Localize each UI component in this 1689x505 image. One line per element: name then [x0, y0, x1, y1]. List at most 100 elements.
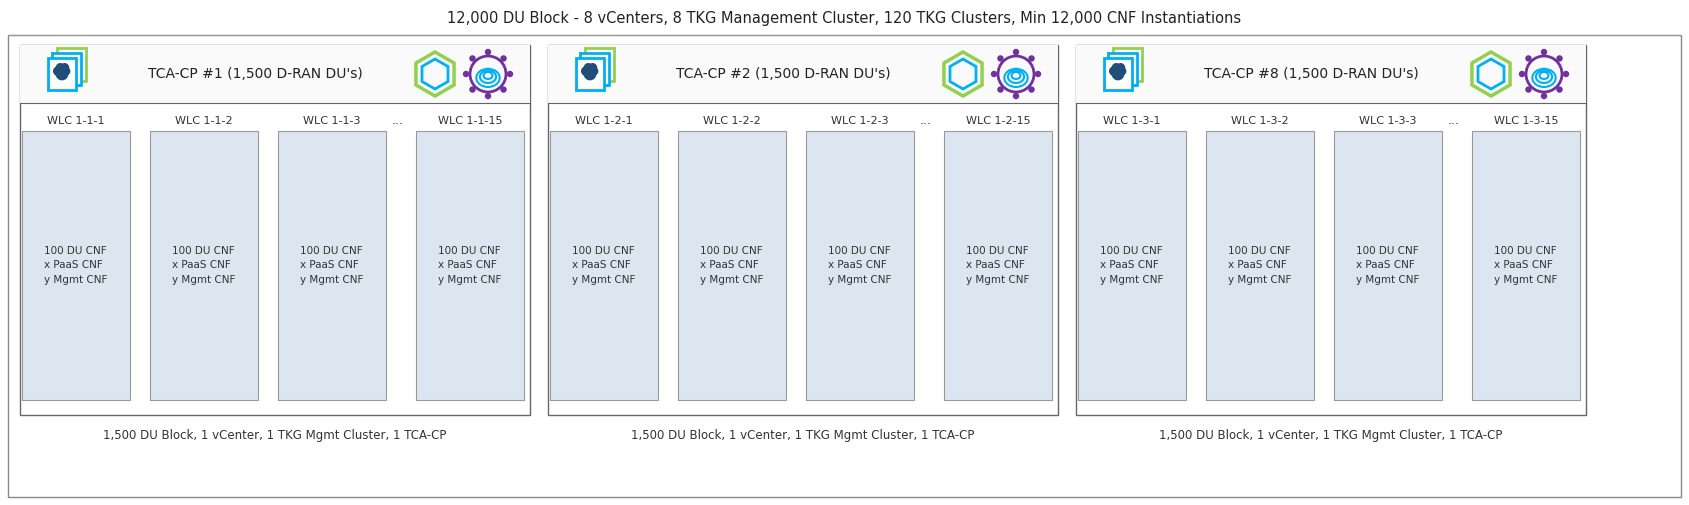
FancyBboxPatch shape: [20, 45, 530, 103]
FancyBboxPatch shape: [1103, 58, 1132, 90]
Circle shape: [1013, 93, 1018, 98]
Circle shape: [1113, 64, 1120, 72]
Circle shape: [1035, 72, 1040, 76]
Circle shape: [584, 64, 593, 72]
FancyBboxPatch shape: [1108, 53, 1137, 85]
FancyBboxPatch shape: [576, 58, 605, 90]
Circle shape: [463, 72, 468, 76]
Circle shape: [1542, 93, 1547, 98]
Circle shape: [56, 68, 68, 80]
Circle shape: [1542, 49, 1547, 55]
FancyBboxPatch shape: [581, 53, 610, 85]
Text: WLC 1-3-15: WLC 1-3-15: [1493, 116, 1559, 126]
FancyBboxPatch shape: [586, 48, 613, 81]
Text: 100 DU CNF
x PaaS CNF
y Mgmt CNF: 100 DU CNF x PaaS CNF y Mgmt CNF: [1356, 246, 1420, 285]
Circle shape: [470, 56, 475, 61]
FancyBboxPatch shape: [57, 48, 86, 81]
Text: 100 DU CNF
x PaaS CNF
y Mgmt CNF: 100 DU CNF x PaaS CNF y Mgmt CNF: [966, 246, 1030, 285]
Circle shape: [1520, 72, 1525, 76]
Circle shape: [588, 64, 596, 72]
Circle shape: [502, 87, 507, 92]
Circle shape: [1116, 64, 1125, 72]
FancyBboxPatch shape: [547, 45, 1057, 103]
Text: WLC 1-1-15: WLC 1-1-15: [437, 116, 502, 126]
Text: ...: ...: [921, 115, 932, 127]
Text: TCA-CP #2 (1,500 D-RAN DU's): TCA-CP #2 (1,500 D-RAN DU's): [676, 67, 890, 81]
FancyBboxPatch shape: [944, 131, 1052, 400]
FancyBboxPatch shape: [806, 131, 914, 400]
Text: 1,500 DU Block, 1 vCenter, 1 TKG Mgmt Cluster, 1 TCA-CP: 1,500 DU Block, 1 vCenter, 1 TKG Mgmt Cl…: [1159, 429, 1503, 441]
Text: 100 DU CNF
x PaaS CNF
y Mgmt CNF: 100 DU CNF x PaaS CNF y Mgmt CNF: [828, 246, 892, 285]
Text: WLC 1-1-3: WLC 1-1-3: [304, 116, 361, 126]
Text: WLC 1-2-3: WLC 1-2-3: [831, 116, 888, 126]
Text: TCA-CP #8 (1,500 D-RAN DU's): TCA-CP #8 (1,500 D-RAN DU's): [1204, 67, 1419, 81]
Text: 1,500 DU Block, 1 vCenter, 1 TKG Mgmt Cluster, 1 TCA-CP: 1,500 DU Block, 1 vCenter, 1 TKG Mgmt Cl…: [632, 429, 975, 441]
FancyBboxPatch shape: [1078, 131, 1186, 400]
FancyBboxPatch shape: [20, 45, 530, 415]
Text: WLC 1-1-1: WLC 1-1-1: [47, 116, 105, 126]
FancyBboxPatch shape: [1076, 45, 1586, 415]
Text: ...: ...: [392, 115, 404, 127]
Circle shape: [1564, 72, 1569, 76]
Circle shape: [584, 68, 596, 80]
FancyBboxPatch shape: [8, 35, 1681, 497]
Circle shape: [54, 67, 62, 75]
Text: 100 DU CNF
x PaaS CNF
y Mgmt CNF: 100 DU CNF x PaaS CNF y Mgmt CNF: [1100, 246, 1164, 285]
Text: WLC 1-2-1: WLC 1-2-1: [576, 116, 633, 126]
Text: 100 DU CNF
x PaaS CNF
y Mgmt CNF: 100 DU CNF x PaaS CNF y Mgmt CNF: [701, 246, 763, 285]
Circle shape: [1557, 87, 1562, 92]
Circle shape: [1118, 68, 1125, 75]
FancyBboxPatch shape: [1113, 48, 1142, 81]
Text: 100 DU CNF
x PaaS CNF
y Mgmt CNF: 100 DU CNF x PaaS CNF y Mgmt CNF: [301, 246, 363, 285]
Circle shape: [1525, 56, 1530, 61]
Text: 100 DU CNF
x PaaS CNF
y Mgmt CNF: 100 DU CNF x PaaS CNF y Mgmt CNF: [439, 246, 502, 285]
Circle shape: [581, 67, 589, 75]
Text: 12,000 DU Block - 8 vCenters, 8 TKG Management Cluster, 120 TKG Clusters, Min 12: 12,000 DU Block - 8 vCenters, 8 TKG Mana…: [448, 11, 1241, 25]
FancyBboxPatch shape: [415, 131, 524, 400]
Circle shape: [991, 72, 997, 76]
Text: 100 DU CNF
x PaaS CNF
y Mgmt CNF: 100 DU CNF x PaaS CNF y Mgmt CNF: [1228, 246, 1292, 285]
Text: WLC 1-3-3: WLC 1-3-3: [1360, 116, 1417, 126]
Circle shape: [998, 56, 1003, 61]
Text: ...: ...: [1447, 115, 1459, 127]
FancyBboxPatch shape: [22, 131, 130, 400]
FancyBboxPatch shape: [551, 131, 659, 400]
FancyBboxPatch shape: [547, 45, 1057, 415]
Text: 1,500 DU Block, 1 vCenter, 1 TKG Mgmt Cluster, 1 TCA-CP: 1,500 DU Block, 1 vCenter, 1 TKG Mgmt Cl…: [103, 429, 446, 441]
Text: 100 DU CNF
x PaaS CNF
y Mgmt CNF: 100 DU CNF x PaaS CNF y Mgmt CNF: [573, 246, 635, 285]
Circle shape: [1029, 87, 1034, 92]
Circle shape: [507, 72, 512, 76]
FancyBboxPatch shape: [52, 53, 81, 85]
Circle shape: [1029, 56, 1034, 61]
Text: WLC 1-3-2: WLC 1-3-2: [1231, 116, 1289, 126]
Circle shape: [61, 64, 69, 72]
Text: WLC 1-1-2: WLC 1-1-2: [176, 116, 233, 126]
Circle shape: [485, 93, 490, 98]
FancyBboxPatch shape: [279, 131, 387, 400]
Text: TCA-CP #1 (1,500 D-RAN DU's): TCA-CP #1 (1,500 D-RAN DU's): [147, 67, 363, 81]
Text: WLC 1-3-1: WLC 1-3-1: [1103, 116, 1160, 126]
Circle shape: [485, 49, 490, 55]
FancyBboxPatch shape: [677, 131, 785, 400]
Circle shape: [470, 87, 475, 92]
Circle shape: [1557, 56, 1562, 61]
FancyBboxPatch shape: [1473, 131, 1579, 400]
FancyBboxPatch shape: [1206, 131, 1314, 400]
Text: 100 DU CNF
x PaaS CNF
y Mgmt CNF: 100 DU CNF x PaaS CNF y Mgmt CNF: [172, 246, 236, 285]
Circle shape: [1110, 67, 1118, 75]
Circle shape: [1013, 49, 1018, 55]
Text: WLC 1-2-2: WLC 1-2-2: [703, 116, 760, 126]
Circle shape: [998, 87, 1003, 92]
Circle shape: [1525, 87, 1530, 92]
Circle shape: [1113, 68, 1123, 80]
FancyBboxPatch shape: [1076, 45, 1586, 103]
FancyBboxPatch shape: [47, 58, 76, 90]
Circle shape: [56, 64, 64, 72]
Text: WLC 1-2-15: WLC 1-2-15: [966, 116, 1030, 126]
Text: 100 DU CNF
x PaaS CNF
y Mgmt CNF: 100 DU CNF x PaaS CNF y Mgmt CNF: [1495, 246, 1557, 285]
FancyBboxPatch shape: [1334, 131, 1442, 400]
Circle shape: [62, 68, 69, 75]
Circle shape: [502, 56, 507, 61]
Text: 100 DU CNF
x PaaS CNF
y Mgmt CNF: 100 DU CNF x PaaS CNF y Mgmt CNF: [44, 246, 108, 285]
FancyBboxPatch shape: [150, 131, 258, 400]
